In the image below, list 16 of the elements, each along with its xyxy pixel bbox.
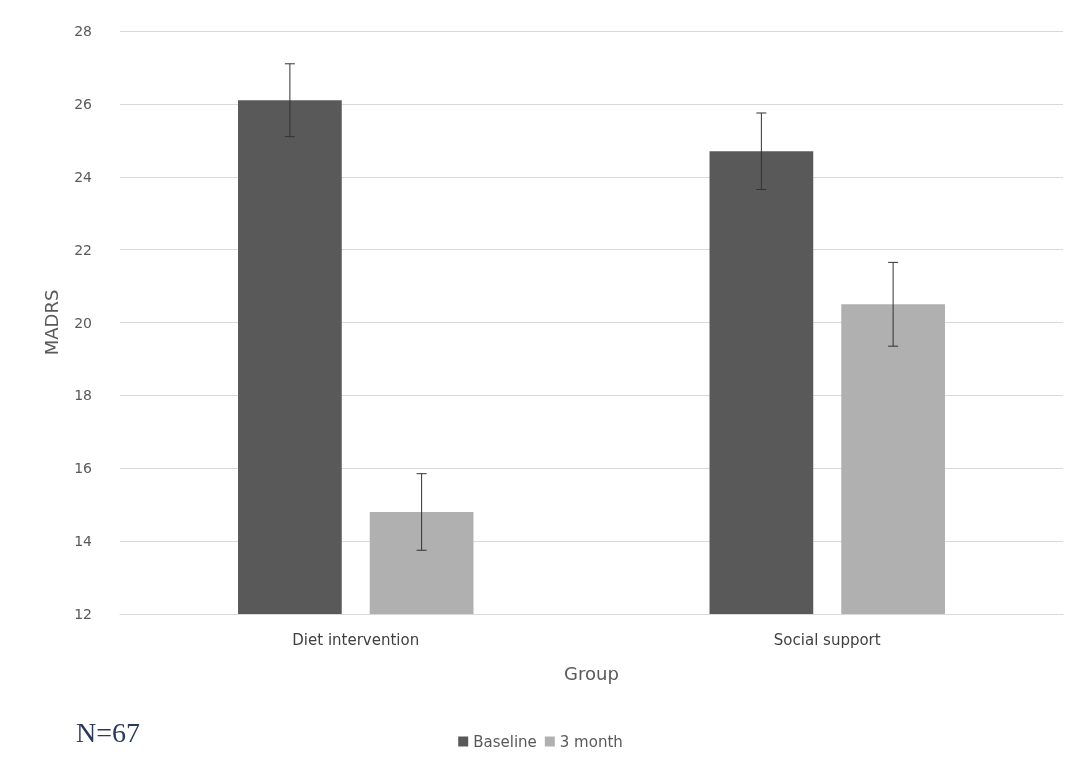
y-tick-label: 14 (74, 533, 93, 550)
y-tick-label: 18 (74, 387, 92, 404)
legend-label: 3 month (559, 732, 623, 751)
x-axis-title: Group (564, 662, 619, 684)
text: N=67 (76, 716, 141, 748)
y-tick-label: 28 (74, 23, 92, 39)
x-tick-label: Social support (773, 630, 881, 649)
y-tick-label: 16 (74, 460, 93, 477)
x-tick-label: Diet intervention (292, 630, 420, 649)
y-tick-label: 12 (74, 606, 92, 622)
y-tick-label: 24 (74, 168, 93, 185)
y-axis-title: MADRS (40, 289, 62, 356)
legend-label: Baseline (473, 732, 537, 751)
y-tick-label: 22 (74, 241, 92, 258)
y-tick-label: 20 (74, 314, 92, 331)
y-tick-label: 26 (74, 95, 93, 112)
